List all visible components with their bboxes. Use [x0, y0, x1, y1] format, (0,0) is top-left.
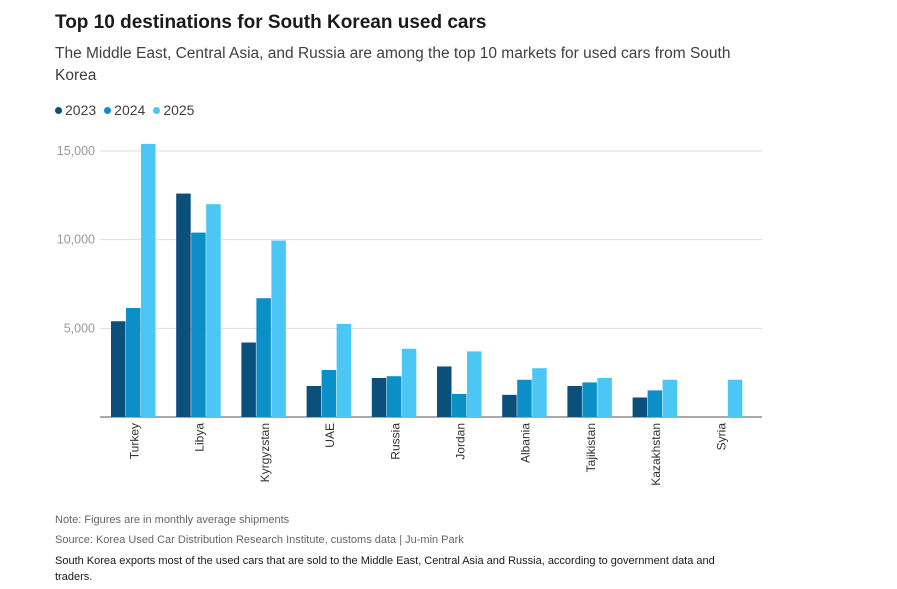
bar-2024-turkey	[126, 307, 141, 417]
y-tick-label: 10,000	[57, 233, 95, 247]
bar-2024-tajikistan	[582, 382, 597, 417]
bar-chart: 5,000 10,000 15,000 Turkey Libya Kyrgyzstan UA…	[57, 143, 762, 486]
bar-2024-libya	[191, 232, 206, 417]
x-tick-label: Libya	[193, 423, 207, 452]
bar-2023-turkey	[111, 321, 126, 417]
x-tick-label: Russia	[388, 423, 402, 460]
legend-item-2024: 2024	[104, 102, 145, 118]
bar-2024-uae	[321, 370, 337, 417]
legend: 2023 2024 2025	[55, 102, 194, 118]
bar-2025-kazakhstan	[662, 379, 678, 417]
bar-2023-kyrgyzstan	[241, 342, 256, 417]
y-tick-label: 5,000	[64, 321, 95, 335]
legend-item-2023: 2023	[55, 102, 96, 118]
legend-swatch-2023	[55, 106, 62, 114]
bar-2023-albania	[502, 394, 517, 417]
x-tick-label: Jordan	[454, 423, 468, 460]
bar-2025-turkey	[141, 143, 156, 417]
legend-label-2025: 2025	[163, 102, 195, 118]
legend-item-2025: 2025	[153, 102, 194, 118]
bar-2023-tajikistan	[567, 385, 582, 417]
bar-2024-jordan	[452, 393, 467, 417]
bar-2023-russia	[371, 377, 387, 417]
y-tick-label: 15,000	[57, 144, 95, 158]
x-tick-label: UAE	[323, 423, 337, 448]
x-tick-label: Syria	[714, 423, 728, 451]
bar-2024-kazakhstan	[647, 390, 663, 417]
bar-2025-syria	[727, 379, 743, 417]
x-tick-label: Turkey	[128, 423, 142, 459]
bar-2023-kazakhstan	[632, 397, 648, 417]
chart-caption: South Korea exports most of the used car…	[55, 555, 715, 583]
bar-2024-kyrgyzstan	[256, 298, 271, 417]
bar-2025-libya	[206, 204, 221, 417]
bar-2023-jordan	[437, 366, 452, 417]
bar-2025-albania	[532, 368, 547, 417]
chart-subtitle: The Middle East, Central Asia, and Russi…	[55, 45, 731, 84]
chart-note: Note: Figures are in monthly average shi…	[55, 514, 290, 526]
bar-2023-uae	[306, 385, 322, 417]
bar-2023-libya	[176, 193, 191, 417]
legend-swatch-2025	[153, 106, 161, 114]
x-tick-label: Albania	[519, 423, 533, 463]
bar-2024-albania	[517, 379, 532, 417]
bar-2025-jordan	[467, 351, 482, 417]
x-tick-label: Tajikistan	[584, 423, 598, 472]
x-tick-label: Kazakhstan	[649, 423, 663, 486]
bar-2024-russia	[386, 376, 402, 417]
bar-2025-kyrgyzstan	[271, 240, 286, 417]
legend-label-2023: 2023	[65, 102, 97, 118]
bar-2025-tajikistan	[597, 377, 612, 417]
chart-title: Top 10 destinations for South Korean use…	[55, 12, 487, 33]
bar-2025-uae	[336, 323, 352, 417]
legend-swatch-2024	[104, 106, 112, 114]
x-tick-label: Kyrgyzstan	[258, 423, 272, 482]
chart-source: Source: Korea Used Car Distribution Rese…	[55, 534, 464, 546]
bar-2025-russia	[401, 348, 417, 417]
legend-label-2024: 2024	[114, 102, 146, 118]
